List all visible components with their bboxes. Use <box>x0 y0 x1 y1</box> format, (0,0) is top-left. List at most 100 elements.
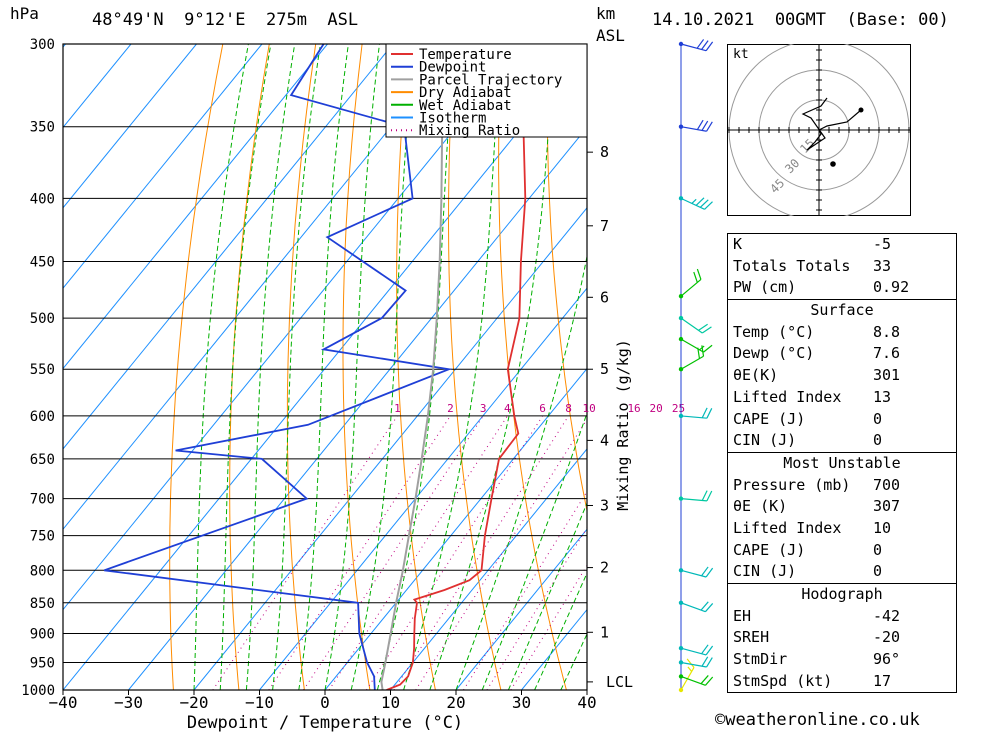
wet-adiabat-line <box>481 411 587 690</box>
most-unstable-value: 307 <box>873 497 901 516</box>
surface-label: CIN (J) <box>733 431 797 450</box>
wet-adiabat-line <box>193 44 249 690</box>
mixing-ratio-label: 25 <box>672 402 685 415</box>
mixing-ratio-label: 2 <box>447 402 454 415</box>
indices-hodograph: Hodograph EH -42 SREH -20 StmDir 96° StmSpd (k… <box>728 583 956 692</box>
wind-barb-shaft <box>680 317 703 334</box>
hodograph-index-row: SREH -20 <box>728 627 956 649</box>
wind-barb <box>678 196 713 210</box>
hodograph-index-label: StmDir <box>733 650 788 669</box>
wind-barb-flag <box>700 601 709 611</box>
pressure-tick-label: 900 <box>30 626 55 642</box>
temp-tick-label: −40 <box>49 693 78 712</box>
storm-motion-marker <box>830 161 836 167</box>
pressure-tick-label: 550 <box>30 362 55 378</box>
isotherm-line <box>63 44 328 370</box>
dry-adiabat-line <box>966 44 1000 690</box>
pressure-tick-label: 800 <box>30 563 55 579</box>
wind-barb-flag <box>701 656 709 667</box>
surface-row: Lifted Index 13 <box>728 387 956 409</box>
wind-barb-dot <box>678 568 684 573</box>
mixing-ratio-label: 1 <box>394 402 401 415</box>
temp-tick-label: 30 <box>512 693 531 712</box>
wind-barb-dot <box>678 687 684 693</box>
datetime-title: 14.10.2021 00GMT (Base: 00) <box>652 10 949 30</box>
index-label: Totals Totals <box>733 256 851 275</box>
pressure-tick-label: 600 <box>30 409 55 425</box>
wind-barb-dot <box>678 367 684 372</box>
surface-label: CAPE (J) <box>733 409 806 428</box>
mixing-ratio-line <box>393 415 569 690</box>
wind-barb <box>678 407 713 419</box>
wind-barb-flag <box>705 41 714 52</box>
most-unstable-label: CAPE (J) <box>733 540 806 559</box>
wind-barb-flag <box>701 566 709 577</box>
y2-axis-label: Mixing Ratio (g/kg) <box>614 339 632 511</box>
wind-barb <box>678 268 702 299</box>
wind-barb <box>678 644 714 656</box>
km-label: km <box>596 4 616 23</box>
wind-barb-flag <box>701 490 708 501</box>
legend-box <box>385 43 588 138</box>
index-value: -5 <box>873 235 892 253</box>
legend-label: Dewpoint <box>419 60 486 76</box>
wind-barb-shaft <box>680 338 704 353</box>
wind-barb-flag <box>701 40 709 50</box>
isotherm-line <box>259 287 587 690</box>
surface-row: Dewp (°C) 7.6 <box>728 343 956 365</box>
wind-barb-dot <box>678 496 684 501</box>
wind-barb-dot <box>678 124 684 129</box>
pressure-tick-label: 400 <box>30 191 55 207</box>
isotherm-line <box>455 528 587 690</box>
wind-barb-flag <box>706 121 713 132</box>
hodograph-index-value: -42 <box>873 606 901 625</box>
pressure-tick-label: 1000 <box>21 683 55 699</box>
mixing-ratio-line <box>365 415 544 690</box>
wind-barb-shaft <box>680 355 704 370</box>
wind-barb-flag <box>693 271 698 283</box>
copyright-footer[interactable]: ©weatheronline.co.uk <box>715 710 920 730</box>
wind-barb-dot <box>678 41 684 47</box>
mixing-ratio-line <box>303 415 484 690</box>
most-unstable-row: CAPE (J) 0 <box>728 540 956 562</box>
isotherm-line <box>324 367 587 690</box>
wind-barb <box>678 119 713 132</box>
temp-tick-label: −10 <box>245 693 274 712</box>
hodograph-index-label: StmSpd (kt) <box>733 671 833 690</box>
dry-adiabat-line <box>286 44 317 690</box>
isotherm-line <box>63 44 394 450</box>
km-tick-label: 8 <box>600 143 609 161</box>
wind-barb-dot <box>678 674 684 679</box>
wind-barb-flag <box>701 644 709 655</box>
mixing-ratio-label: 8 <box>565 402 572 415</box>
wind-barb <box>678 490 713 502</box>
wind-barb-dot <box>678 336 684 342</box>
asl-label: ASL <box>596 26 625 45</box>
surface-value: 0 <box>873 409 883 428</box>
wind-barb-shaft <box>680 569 707 578</box>
wet-adiabat-line <box>298 44 349 690</box>
pressure-tick-label: 950 <box>30 655 55 671</box>
temp-tick-label: −30 <box>114 693 143 712</box>
isotherm-line <box>193 207 587 690</box>
legend-label: Mixing Ratio <box>419 123 520 139</box>
most-unstable-title: Most Unstable <box>783 453 901 472</box>
surface-label: θE(K) <box>733 366 779 385</box>
mixing-ratio-label: 16 <box>627 402 640 415</box>
wind-barb-flag <box>704 603 714 613</box>
temp-tick-label: −20 <box>180 693 209 712</box>
wind-barb-shaft <box>680 647 707 656</box>
surface-row: CAPE (J) 0 <box>728 409 956 431</box>
wind-barb-flag <box>706 408 713 419</box>
wind-barb-flag <box>706 490 713 502</box>
km-tick-label: 6 <box>600 288 609 306</box>
surface-value: 7.6 <box>873 344 901 363</box>
surface-row: CIN (J) 0 <box>728 430 956 452</box>
pressure-tick-label: 850 <box>30 596 55 612</box>
most-unstable-label: Pressure (mb) <box>733 475 851 494</box>
parcel-trajectory-profile <box>380 44 444 690</box>
isotherm-line <box>63 44 263 289</box>
legend-label: Dry Adiabat <box>419 85 512 101</box>
